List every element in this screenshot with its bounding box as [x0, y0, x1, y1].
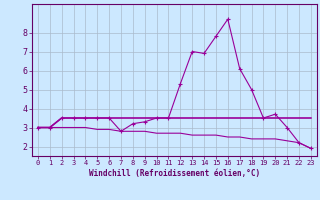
X-axis label: Windchill (Refroidissement éolien,°C): Windchill (Refroidissement éolien,°C) [89, 169, 260, 178]
